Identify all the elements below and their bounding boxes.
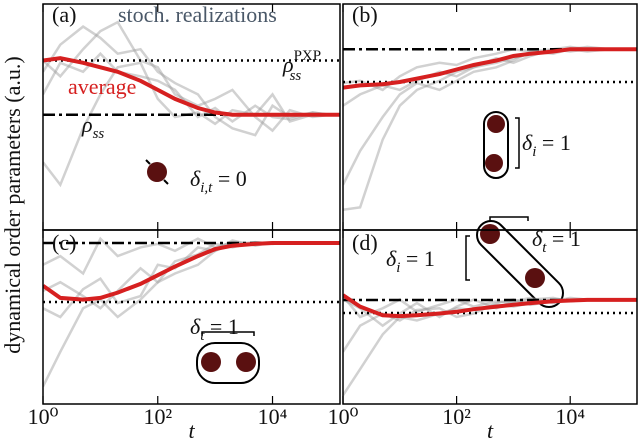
subscript: t <box>200 328 205 344</box>
reference-label: ρss <box>81 112 104 142</box>
realization-line <box>43 61 340 188</box>
symbol: δ <box>522 130 533 155</box>
annotation: δt = 1 <box>190 314 239 344</box>
annotation: δi = 1 <box>522 130 571 160</box>
annotation: δt = 1 <box>532 226 581 256</box>
plot-area <box>43 236 340 388</box>
subscript: i <box>396 260 400 276</box>
panel-label: (b) <box>352 2 378 27</box>
x-tick-label: 10⁰ <box>328 404 359 429</box>
symbol: ρ <box>81 112 93 137</box>
text: = 1 <box>536 130 570 155</box>
realization-line <box>43 51 340 124</box>
text: = 1 <box>546 226 580 251</box>
subscript: ss <box>290 68 302 84</box>
subscript: t <box>542 240 547 256</box>
text: = 1 <box>400 246 434 271</box>
frame <box>342 229 638 405</box>
plot-area <box>343 45 637 211</box>
average-line <box>343 47 637 90</box>
superscript: PXP <box>294 48 322 64</box>
symbol: δ <box>532 226 543 251</box>
panel: 10⁰ 10² 10⁴ t (d) <box>328 229 638 443</box>
icon-a <box>145 159 169 185</box>
panel-label: (a) <box>52 2 76 27</box>
realization-line <box>43 20 340 133</box>
symbol: δ <box>190 314 201 339</box>
reference-label: ρPXP ss <box>282 48 321 84</box>
symbol: δ <box>190 166 201 191</box>
x-tick-label: 10² <box>143 404 172 429</box>
subscript: i <box>532 144 536 160</box>
panel: (b) <box>342 2 638 231</box>
x-axis-label: t <box>487 418 494 443</box>
average-line <box>43 56 340 117</box>
series-label: average <box>68 74 136 99</box>
x-tick-label: 10⁴ <box>555 404 585 429</box>
panel: 10⁰ 10² 10⁴ t (c) <box>28 229 341 443</box>
text: = 0 <box>212 166 246 191</box>
subscript: i,t <box>200 180 213 196</box>
x-axis-label: t <box>188 418 195 443</box>
x-tick-label: 10⁴ <box>258 404 288 429</box>
realizations-label: stoch. realizations <box>118 2 277 27</box>
subscript: ss <box>93 126 105 142</box>
text: = 1 <box>204 314 238 339</box>
panel: (a) stoch. realizations <box>42 2 341 231</box>
x-tick-label: 10⁰ <box>28 404 59 429</box>
x-tick-label: 10² <box>442 404 471 429</box>
frame <box>42 229 341 405</box>
plot-area <box>343 293 637 396</box>
plot-area <box>43 20 340 188</box>
symbol: ρ <box>282 52 294 77</box>
symbol: δ <box>386 246 397 271</box>
average-line <box>343 293 637 319</box>
y-axis-label: dynamical order parameters (a.u.) <box>0 56 25 353</box>
average-line <box>43 241 340 302</box>
annotation: δi,t = 0 <box>190 166 247 196</box>
icon-c <box>196 331 260 384</box>
frame <box>342 3 638 231</box>
icon-b <box>483 111 520 179</box>
panel-label: (d) <box>352 230 378 255</box>
annotation: δi = 1 <box>386 246 435 276</box>
panel-label: (c) <box>52 230 76 255</box>
